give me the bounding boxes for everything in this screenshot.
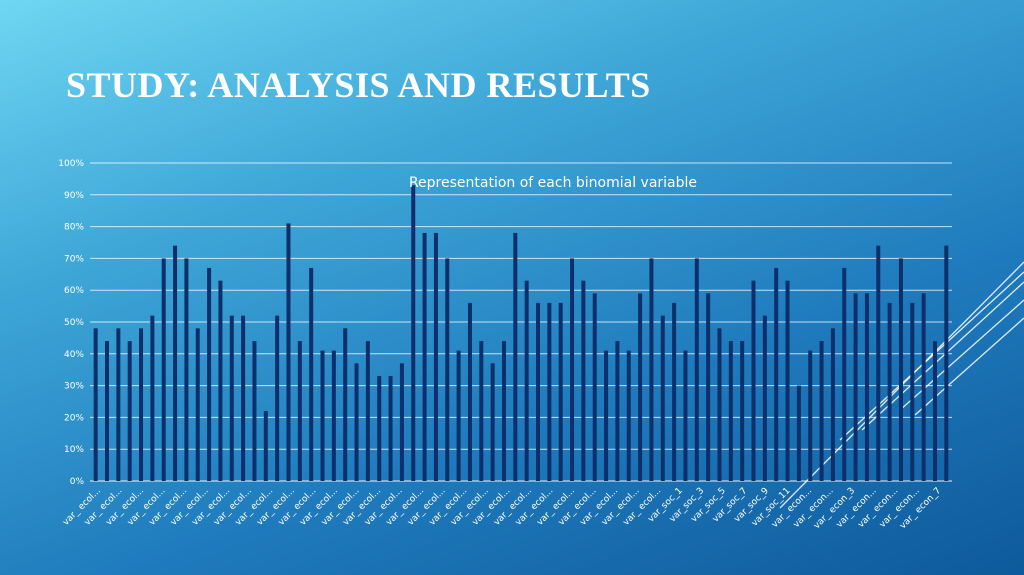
- bar: [842, 267, 847, 481]
- bar: [422, 232, 427, 481]
- bar: [887, 302, 892, 481]
- bar: [263, 411, 268, 481]
- bar: [751, 280, 756, 481]
- bar: [105, 341, 110, 481]
- y-tick-label: 30%: [64, 382, 84, 392]
- bar: [570, 258, 575, 481]
- bar: [501, 341, 506, 481]
- chart-title: Representation of each binomial variable: [409, 175, 697, 191]
- bar: [819, 341, 824, 481]
- y-tick-label: 0%: [70, 477, 85, 487]
- bar: [932, 341, 937, 481]
- y-tick-label: 90%: [64, 191, 84, 201]
- bar: [331, 350, 336, 481]
- bar: [683, 350, 688, 481]
- bar: [853, 293, 858, 481]
- y-tick-label: 60%: [64, 286, 84, 296]
- bar: [660, 315, 665, 481]
- bar: [785, 280, 790, 481]
- bar: [706, 293, 711, 481]
- bar: [547, 302, 552, 481]
- bar: [558, 302, 563, 481]
- y-tick-label: 100%: [58, 159, 84, 169]
- bar: [195, 328, 200, 481]
- bar: [127, 341, 132, 481]
- y-axis-ticks: 0% 10% 20% 30% 40% 50% 60% 70% 80% 90% 100%: [58, 159, 84, 487]
- bar: [638, 293, 643, 481]
- bar: [343, 328, 348, 481]
- bar: [830, 328, 835, 481]
- bar: [218, 280, 223, 481]
- bar: [275, 315, 280, 481]
- bar: [581, 280, 586, 481]
- bar: [93, 328, 98, 481]
- bar: [524, 280, 529, 481]
- bar: [479, 341, 484, 481]
- bar: [944, 245, 949, 481]
- bar: [184, 258, 189, 481]
- bar: [161, 258, 166, 481]
- y-tick-label: 20%: [64, 413, 84, 423]
- bar: [762, 315, 767, 481]
- slide-title: STUDY: ANALYSIS AND RESULTS: [66, 65, 651, 105]
- bar: [796, 385, 801, 481]
- bar: [694, 258, 699, 481]
- y-tick-label: 50%: [64, 318, 84, 328]
- bar: [354, 363, 359, 481]
- bar: [490, 363, 495, 481]
- bar: [150, 315, 155, 481]
- y-tick-label: 40%: [64, 350, 84, 360]
- bar: [229, 315, 234, 481]
- y-tick-label: 10%: [64, 445, 84, 455]
- bar: [626, 350, 631, 481]
- bar: [139, 328, 144, 481]
- bar: [467, 302, 472, 481]
- bar: [717, 328, 722, 481]
- bar: [207, 267, 212, 481]
- bar: [513, 232, 518, 481]
- bar: [309, 267, 314, 481]
- bar: [774, 267, 779, 481]
- bar: [592, 293, 597, 481]
- bar: [536, 302, 541, 481]
- bar: [649, 258, 654, 481]
- bar: [365, 341, 370, 481]
- bar: [898, 258, 903, 481]
- bar: [286, 223, 291, 482]
- bar: [297, 341, 302, 481]
- x-axis-ticks: var_ ecol...var_ ecol...var_ ecol...var_…: [61, 486, 943, 531]
- bar: [604, 350, 609, 481]
- bar: [320, 350, 325, 481]
- bar: [615, 341, 620, 481]
- bar: [456, 350, 461, 481]
- bar: [241, 315, 246, 481]
- bar: [876, 245, 881, 481]
- bars: [93, 185, 949, 482]
- bar: [910, 302, 915, 481]
- bar: [252, 341, 257, 481]
- bar: [445, 258, 450, 481]
- bar: [399, 363, 404, 481]
- bar: [173, 245, 178, 481]
- bar: [921, 293, 926, 481]
- bar: [116, 328, 121, 481]
- bar: [672, 302, 677, 481]
- bar: [864, 293, 869, 481]
- bar: [377, 376, 382, 481]
- bar: [740, 341, 745, 481]
- bar: [433, 232, 438, 481]
- bar: [808, 350, 813, 481]
- bar: [411, 185, 416, 481]
- y-tick-label: 80%: [64, 223, 84, 233]
- y-tick-label: 70%: [64, 254, 84, 264]
- bar: [728, 341, 733, 481]
- bar: [388, 376, 393, 481]
